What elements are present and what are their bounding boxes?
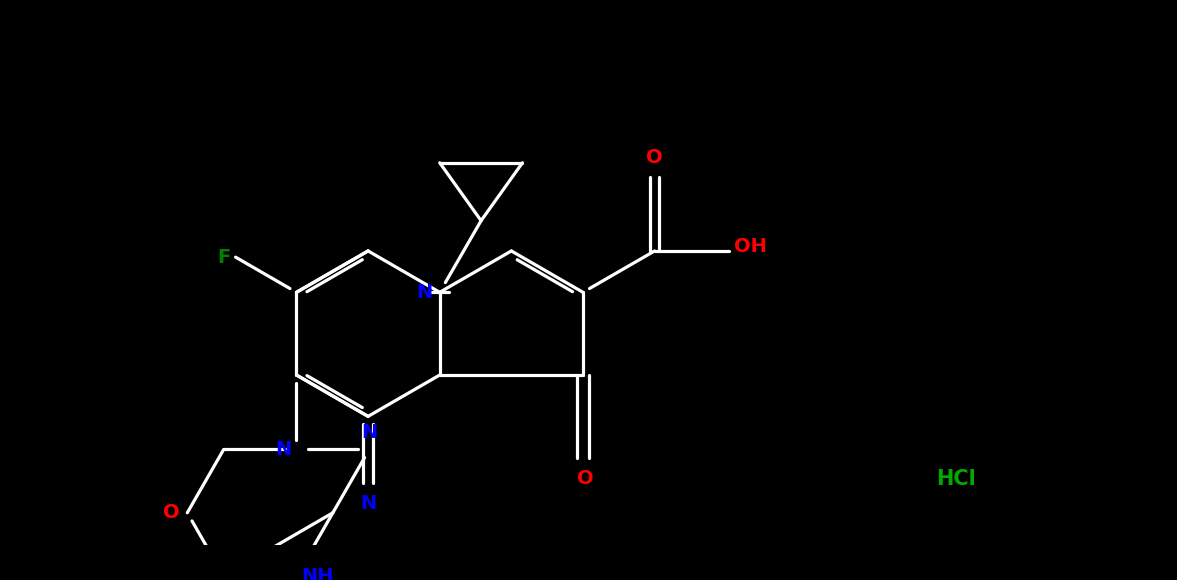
Text: O: O (578, 469, 594, 488)
Text: N: N (361, 423, 378, 442)
Text: N: N (275, 440, 292, 459)
Text: O: O (646, 148, 663, 167)
Text: N: N (415, 283, 432, 302)
Text: O: O (164, 503, 180, 522)
Text: HCl: HCl (937, 469, 977, 490)
Text: NH: NH (301, 567, 333, 580)
Text: F: F (218, 248, 231, 267)
Text: N: N (360, 494, 377, 513)
Text: OH: OH (733, 237, 766, 256)
